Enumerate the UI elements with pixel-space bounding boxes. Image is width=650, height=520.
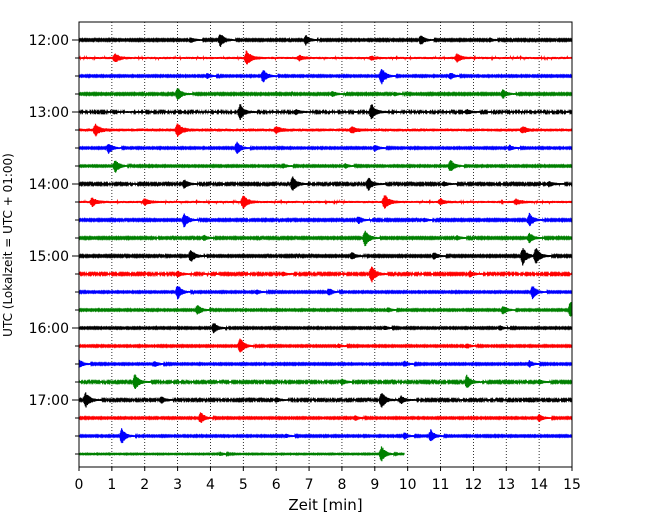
trace-row-16:00	[78, 323, 573, 334]
y-axis-ticks: 12:00 13:00 14:00 15:00 16:00 17:00	[29, 33, 79, 455]
x-tick-label-9: 9	[370, 477, 379, 493]
trace-row-13:30	[78, 141, 573, 154]
plot-frame	[78, 21, 573, 468]
x-tick-label-2: 2	[140, 477, 149, 493]
seismic-traces	[78, 34, 573, 462]
x-tick-label-6: 6	[272, 477, 281, 493]
trace-row-12:00	[78, 34, 573, 47]
trace-row-12:15	[78, 50, 573, 65]
y-tick-label-12:00: 12:00	[29, 33, 69, 49]
x-tick-label-10: 10	[399, 477, 417, 493]
x-axis-ticks: 0 1 2 3 4 5 6 7 8 9 10 11 12 13 14 15	[75, 467, 581, 493]
trace-row-16:15	[78, 338, 573, 353]
x-tick-label-7: 7	[305, 477, 314, 493]
trace-row-17:00	[78, 392, 573, 408]
y-tick-label-16:00: 16:00	[29, 321, 69, 337]
trace-row-13:00	[78, 104, 573, 121]
trace-row-14:15	[78, 195, 573, 209]
trace-row-17:15	[78, 412, 573, 423]
trace-row-13:15	[78, 123, 573, 137]
trace-row-17:30	[78, 428, 573, 444]
trace-row-14:00	[78, 176, 573, 191]
y-axis-label: UTC (Lokalzeit = UTC + 01:00)	[1, 153, 15, 337]
x-tick-label-4: 4	[206, 477, 215, 493]
trace-row-13:45	[78, 160, 573, 173]
trace-row-16:45	[78, 374, 573, 390]
trace-row-14:30	[78, 212, 573, 228]
trace-row-15:15	[78, 266, 573, 283]
y-tick-label-17:00: 17:00	[29, 393, 69, 409]
x-tick-label-14: 14	[530, 477, 548, 493]
x-tick-label-11: 11	[432, 477, 450, 493]
x-tick-label-13: 13	[497, 477, 515, 493]
trace-row-16:30	[78, 359, 573, 368]
vertical-gridlines	[111, 22, 540, 467]
y-tick-label-13:00: 13:00	[29, 105, 69, 121]
trace-row-15:30	[78, 286, 573, 300]
trace-row-15:00	[78, 248, 573, 266]
x-tick-label-5: 5	[239, 477, 248, 493]
x-tick-label-3: 3	[173, 477, 182, 493]
y-tick-label-15:00: 15:00	[29, 249, 69, 265]
x-tick-label-0: 0	[75, 477, 84, 493]
x-tick-label-12: 12	[464, 477, 482, 493]
x-tick-label-15: 15	[563, 477, 581, 493]
x-axis-label: Zeit [min]	[288, 496, 362, 514]
y-tick-label-14:00: 14:00	[29, 177, 69, 193]
trace-row-12:45	[78, 88, 573, 100]
trace-row-14:45	[78, 230, 573, 247]
trace-row-17:45	[78, 446, 405, 462]
trace-row-15:45	[78, 302, 573, 317]
x-tick-label-8: 8	[337, 477, 346, 493]
x-tick-label-1: 1	[107, 477, 116, 493]
trace-row-12:30	[78, 69, 573, 85]
